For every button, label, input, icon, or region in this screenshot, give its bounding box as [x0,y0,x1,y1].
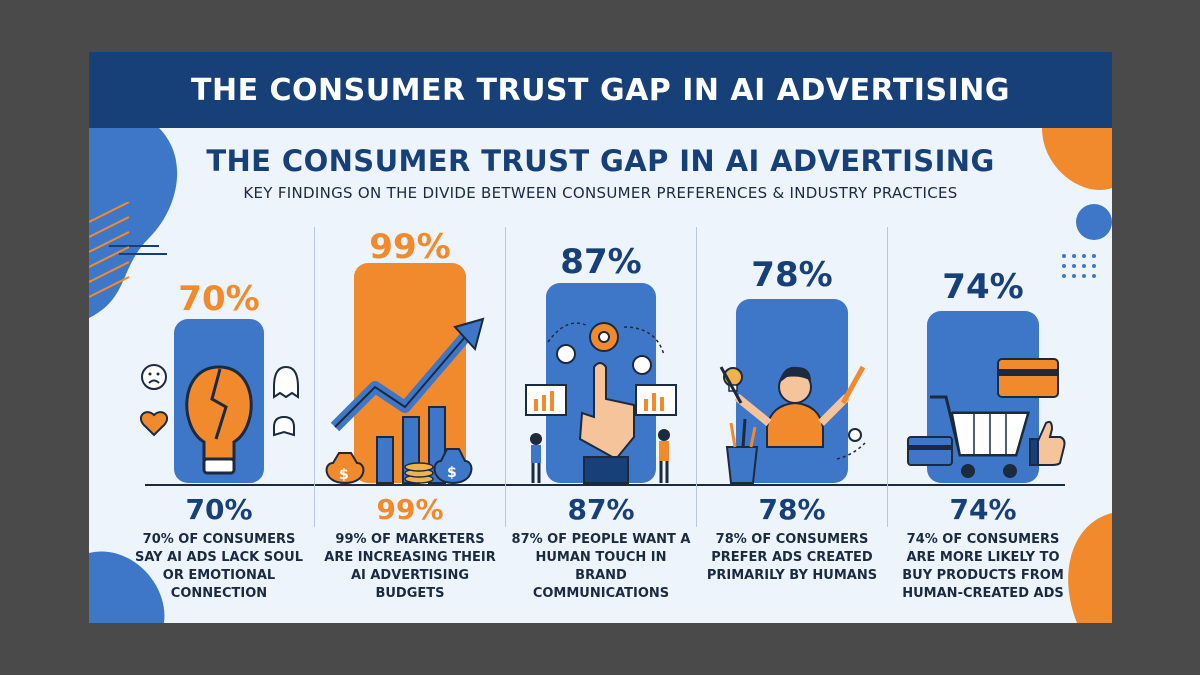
decorative-blob-bottom-left [89,551,165,623]
stat-caption: 87% OF PEOPLE WANT A HUMAN TOUCH IN BRAN… [511,532,691,601]
gear-icon [556,344,652,375]
stat-percentage-top: 99% [369,227,451,267]
stat-caption: 99% OF MARKETERS ARE INCREASING THEIR AI… [324,532,496,601]
stat-percentage-bottom: 78% [758,493,826,526]
banner-title: THE CONSUMER TRUST GAP IN AI ADVERTISING [191,72,1010,108]
stat-column-4: 78% 78% 78% OF CONSUMERS PREFER ADS CREA… [697,227,887,623]
rising-arrow-chart-icon: $ $ [325,317,485,485]
shopping-cart-icon [907,358,1066,478]
title-banner: THE CONSUMER TRUST GAP IN AI ADVERTISING [89,52,1112,128]
stat-percentage-bottom: 99% [376,493,444,526]
money-bag-icon: $ [325,452,365,485]
decorative-circle-top-right [1042,128,1112,278]
svg-text:$: $ [339,467,349,483]
column-divider [505,227,506,527]
stat-column-1: 70% 70% 70% OF CONSUMERS SAY AI ADS LACK… [124,227,314,623]
decorative-stripes-left [89,202,130,298]
ghost-icon [273,365,299,399]
stat-caption: 74% OF CONSUMERS ARE MORE LIKELY TO BUY … [902,532,1064,601]
gear-icon [589,322,619,352]
stat-percentage-bottom: 70% [185,493,253,526]
column-divider [887,227,888,527]
pointing-hand-gears-icon [525,322,677,484]
decorative-blob-bottom-right [1068,513,1112,623]
page-title: THE CONSUMER TRUST GAP IN AI ADVERTISING [206,144,995,178]
stat-column-3: 87% [506,227,696,623]
baseline-divider [145,484,1065,486]
stat-caption: 70% OF CONSUMERS SAY AI ADS LACK SOUL OR… [134,532,304,601]
column-divider [314,227,315,527]
stat-percentage-top: 78% [751,255,833,295]
stat-percentage-top: 74% [942,267,1024,307]
svg-text:$: $ [447,465,457,481]
broken-lightbulb-icon [140,364,299,475]
infographic-poster: THE CONSUMER TRUST GAP IN AI ADVERTISING… [89,52,1112,623]
gear-icon [848,428,862,442]
stat-percentage-top: 87% [560,242,642,282]
sad-face-icon [141,364,167,390]
money-bag-icon: $ [433,448,473,485]
human-artist-icon [719,365,866,484]
stat-column-2: 99% $ $ 99% 99% OF MARKETERS ARE INCREAS… [315,227,505,623]
stat-percentage-top: 70% [178,279,260,319]
person-icon [658,429,670,483]
person-icon [530,433,542,483]
stat-caption: 78% OF CONSUMERS PREFER ADS CREATED PRIM… [706,532,878,583]
column-divider [696,227,697,527]
stat-percentage-bottom: 74% [949,493,1017,526]
page-subtitle: KEY FINDINGS ON THE DIVIDE BETWEEN CONSU… [243,184,958,202]
thumbs-up-icon [1029,420,1066,466]
stat-column-5: 74% 74% 74% OF CONSUMERS ARE MORE LIKELY… [888,227,1078,623]
stat-percentage-bottom: 87% [567,493,635,526]
